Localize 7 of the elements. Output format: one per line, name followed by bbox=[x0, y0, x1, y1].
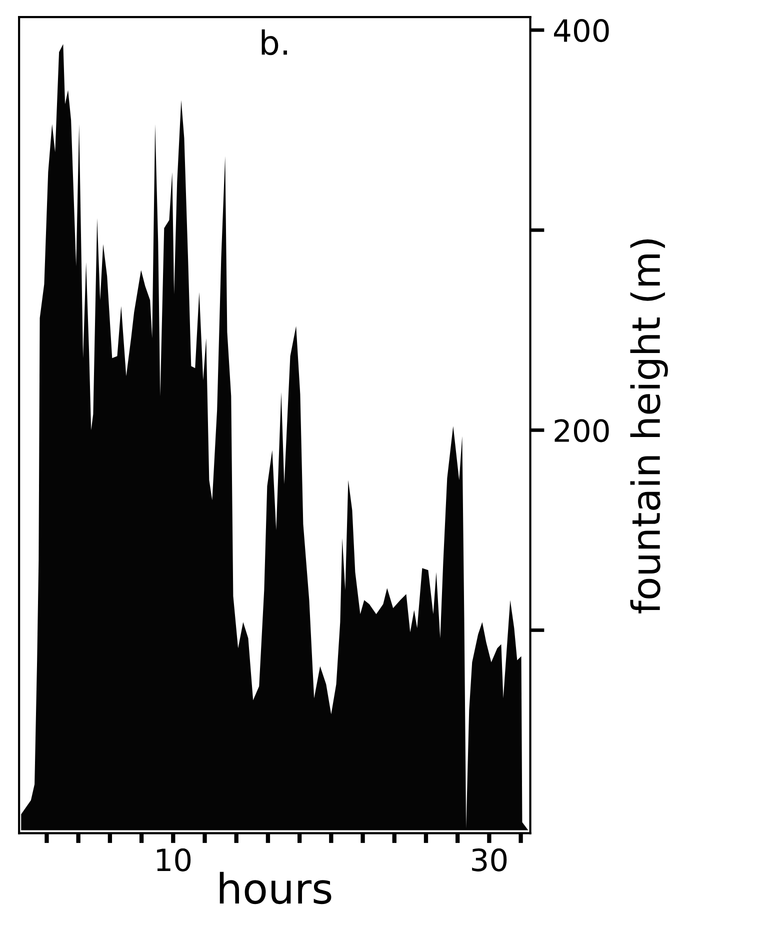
y-tick-label: 200 bbox=[554, 419, 609, 442]
chart-title: b. bbox=[262, 29, 287, 56]
x-tick-label: 10 bbox=[157, 848, 191, 872]
x-tick-label: 30 bbox=[472, 848, 507, 872]
y-axis-title: fountain height (m) bbox=[630, 239, 668, 614]
y-tick-label: 400 bbox=[554, 19, 609, 42]
x-axis-title: hours bbox=[220, 872, 332, 904]
